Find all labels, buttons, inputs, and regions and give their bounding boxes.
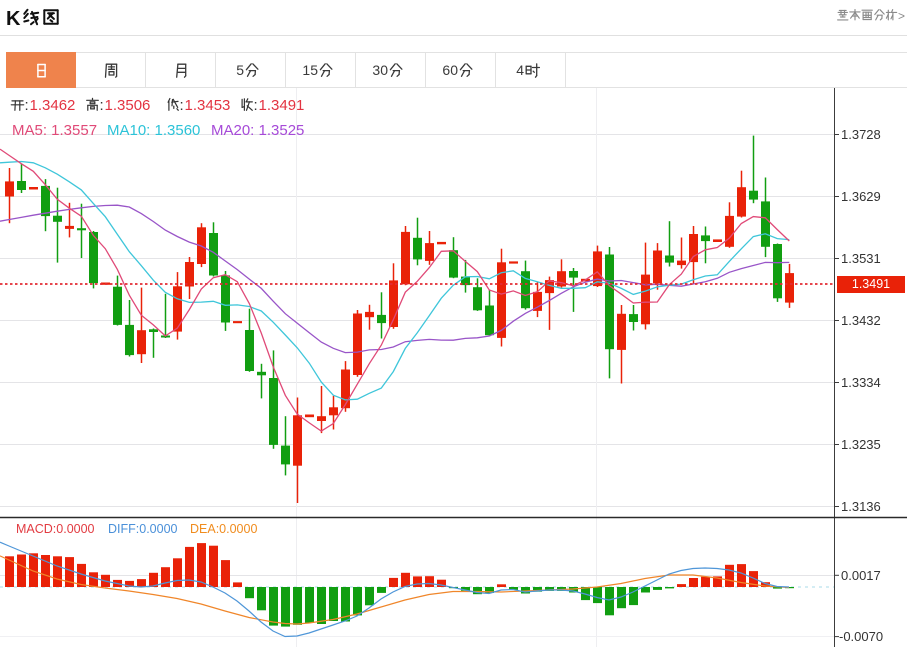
svg-text::: : bbox=[254, 97, 258, 114]
svg-text:1.3506: 1.3506 bbox=[105, 97, 151, 114]
svg-text:1.3453: 1.3453 bbox=[185, 97, 231, 114]
svg-text:60: 60 bbox=[442, 62, 458, 78]
svg-text:5: 5 bbox=[236, 62, 244, 78]
svg-text:1.3491: 1.3491 bbox=[259, 97, 305, 114]
svg-text::: : bbox=[25, 97, 29, 114]
svg-text:30: 30 bbox=[372, 62, 388, 78]
svg-text:MA5: 1.3557: MA5: 1.3557 bbox=[12, 122, 97, 139]
svg-text:MA20: 1.3525: MA20: 1.3525 bbox=[211, 122, 304, 139]
svg-text:MA10: 1.3560: MA10: 1.3560 bbox=[107, 122, 200, 139]
svg-text:>: > bbox=[898, 9, 905, 23]
svg-text:15: 15 bbox=[302, 62, 318, 78]
svg-text:4: 4 bbox=[516, 62, 524, 78]
svg-text::: : bbox=[180, 97, 184, 114]
svg-text::: : bbox=[100, 97, 104, 114]
svg-text:DIFF:0.0000: DIFF:0.0000 bbox=[108, 522, 178, 536]
svg-text:MACD:0.0000: MACD:0.0000 bbox=[16, 522, 95, 536]
svg-text:DEA:0.0000: DEA:0.0000 bbox=[190, 522, 257, 536]
svg-text:K: K bbox=[6, 8, 21, 30]
svg-text:1.3462: 1.3462 bbox=[30, 97, 76, 114]
